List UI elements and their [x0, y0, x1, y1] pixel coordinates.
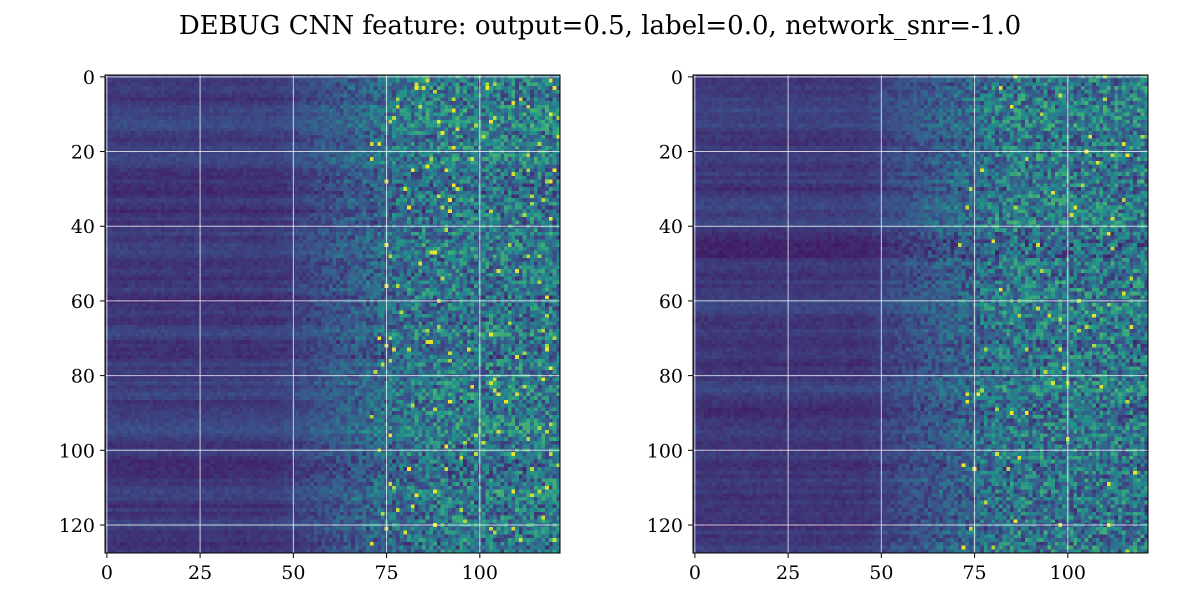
y-tick-label: 20 [71, 142, 95, 164]
x-tick-label: 100 [462, 562, 498, 584]
heatmap-cells-right [693, 75, 1148, 553]
x-tick-label: 75 [374, 562, 398, 584]
axes-frame-right [692, 74, 1149, 554]
y-ticks-left: 0 20 40 60 80 100 120 [59, 67, 105, 537]
y-tick-label: 120 [647, 515, 683, 537]
x-tick-label: 50 [869, 562, 893, 584]
x-tick-label: 0 [101, 562, 113, 584]
x-ticks-left: 0 25 50 75 100 [101, 553, 498, 584]
heatmap-axes-right: 0 25 50 75 100 0 20 40 60 80 100 120 [647, 67, 1149, 584]
heatmap-image [693, 75, 1148, 553]
x-tick-label: 25 [776, 562, 800, 584]
x-tick-label: 0 [689, 562, 701, 584]
y-tick-label: 100 [59, 440, 95, 462]
y-tick-label: 100 [647, 440, 683, 462]
heatmap-image [105, 75, 560, 553]
y-tick-label: 20 [659, 142, 683, 164]
y-tick-label: 40 [71, 216, 95, 238]
x-ticks-right: 0 25 50 75 100 [689, 553, 1086, 584]
y-tick-label: 80 [659, 366, 683, 388]
y-tick-label: 0 [83, 67, 95, 89]
figure-title: DEBUG CNN feature: output=0.5, label=0.0… [179, 11, 1021, 41]
y-tick-label: 0 [671, 67, 683, 89]
x-tick-label: 50 [281, 562, 305, 584]
y-tick-label: 60 [659, 291, 683, 313]
heatmap-axes-left: 0 25 50 75 100 0 20 40 60 80 100 120 [59, 67, 561, 584]
axes-frame-left [104, 74, 561, 554]
heatmap-cells-left [105, 75, 560, 553]
y-tick-label: 40 [659, 216, 683, 238]
y-ticks-right: 0 20 40 60 80 100 120 [647, 67, 693, 537]
y-tick-label: 60 [71, 291, 95, 313]
y-tick-label: 120 [59, 515, 95, 537]
x-tick-label: 100 [1050, 562, 1086, 584]
grid-lines-left [105, 75, 560, 553]
x-tick-label: 75 [962, 562, 986, 584]
grid-lines-right [693, 75, 1148, 553]
x-tick-label: 25 [188, 562, 212, 584]
y-tick-label: 80 [71, 366, 95, 388]
